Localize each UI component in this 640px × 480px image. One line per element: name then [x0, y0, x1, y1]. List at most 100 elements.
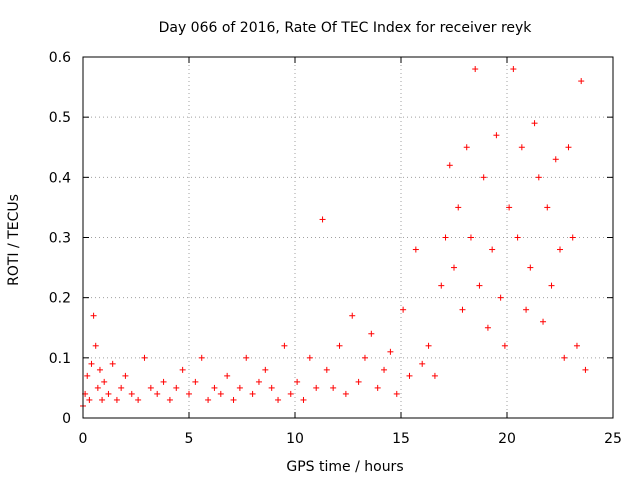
data-point	[374, 384, 381, 391]
data-point	[330, 384, 337, 391]
data-point	[268, 384, 275, 391]
y-tick-label: 0.1	[49, 351, 71, 367]
data-point	[569, 234, 576, 241]
data-point	[86, 396, 93, 403]
x-tick-label: 15	[392, 431, 410, 447]
x-tick-label: 0	[79, 431, 88, 447]
data-point	[480, 174, 487, 181]
data-point	[90, 312, 97, 319]
data-point	[368, 330, 375, 337]
data-point	[544, 204, 551, 211]
x-axis-tick-labels: 0 5 10 15 20 25	[79, 431, 622, 447]
data-point	[84, 372, 91, 379]
data-point	[319, 216, 326, 223]
data-point	[406, 372, 413, 379]
y-axis-tick-labels: 0 0.1 0.2 0.3 0.4 0.5 0.6	[49, 50, 71, 427]
data-point	[514, 234, 521, 241]
data-point	[135, 396, 142, 403]
data-point	[160, 378, 167, 385]
data-point	[262, 366, 269, 373]
data-point	[565, 144, 572, 151]
data-point	[294, 378, 301, 385]
data-point	[166, 396, 173, 403]
data-point	[287, 390, 294, 397]
data-point	[438, 282, 445, 289]
data-point	[306, 354, 313, 361]
data-point	[531, 120, 538, 127]
data-point	[230, 396, 237, 403]
data-point	[493, 132, 500, 139]
data-point	[236, 384, 243, 391]
data-point	[336, 342, 343, 349]
data-point	[94, 384, 101, 391]
data-point	[147, 384, 154, 391]
data-point	[211, 384, 218, 391]
y-tick-label: 0.3	[49, 231, 71, 247]
x-tick-label: 20	[498, 431, 516, 447]
data-point	[472, 66, 479, 73]
data-point	[459, 306, 466, 313]
data-point	[455, 204, 462, 211]
y-tick-label: 0.4	[49, 170, 71, 186]
data-point	[249, 390, 256, 397]
data-point	[105, 390, 112, 397]
data-point	[501, 342, 508, 349]
data-point	[92, 342, 99, 349]
data-point	[122, 372, 129, 379]
data-point	[198, 354, 205, 361]
data-point	[510, 66, 517, 73]
chart-title: Day 066 of 2016, Rate Of TEC Index for r…	[159, 20, 533, 36]
data-point	[578, 78, 585, 85]
x-tick-label: 5	[185, 431, 194, 447]
data-point	[101, 378, 108, 385]
data-point	[128, 390, 135, 397]
data-point	[281, 342, 288, 349]
data-point	[573, 342, 580, 349]
y-tick-label: 0.6	[49, 50, 71, 66]
data-point	[154, 390, 161, 397]
data-point	[419, 360, 426, 367]
data-point	[192, 378, 199, 385]
data-point	[535, 174, 542, 181]
data-point	[205, 396, 212, 403]
data-point	[141, 354, 148, 361]
data-point	[561, 354, 568, 361]
data-point	[412, 246, 419, 253]
data-point	[342, 390, 349, 397]
data-point	[393, 390, 400, 397]
data-point	[313, 384, 320, 391]
data-point	[88, 360, 95, 367]
y-tick-label: 0.5	[49, 110, 71, 126]
data-point	[548, 282, 555, 289]
y-tick-label: 0.2	[49, 291, 71, 307]
data-point	[113, 396, 120, 403]
data-point	[484, 324, 491, 331]
data-point	[518, 144, 525, 151]
data-point	[489, 246, 496, 253]
data-point	[99, 396, 106, 403]
data-point	[506, 204, 513, 211]
data-point	[96, 366, 103, 373]
data-point	[476, 282, 483, 289]
data-point	[497, 294, 504, 301]
data-point	[463, 144, 470, 151]
data-point	[523, 306, 530, 313]
data-point	[109, 360, 116, 367]
data-point	[361, 354, 368, 361]
data-point	[431, 372, 438, 379]
data-point	[349, 312, 356, 319]
data-point	[300, 396, 307, 403]
x-axis-title: GPS time / hours	[286, 459, 403, 475]
data-point	[582, 366, 589, 373]
data-point	[400, 306, 407, 313]
data-point	[381, 366, 388, 373]
data-point	[217, 390, 224, 397]
data-point	[255, 378, 262, 385]
data-point	[275, 396, 282, 403]
y-tick-label: 0	[62, 411, 71, 427]
data-point	[552, 156, 559, 163]
data-point	[451, 264, 457, 271]
data-point	[425, 342, 432, 349]
x-tick-label: 10	[286, 431, 304, 447]
